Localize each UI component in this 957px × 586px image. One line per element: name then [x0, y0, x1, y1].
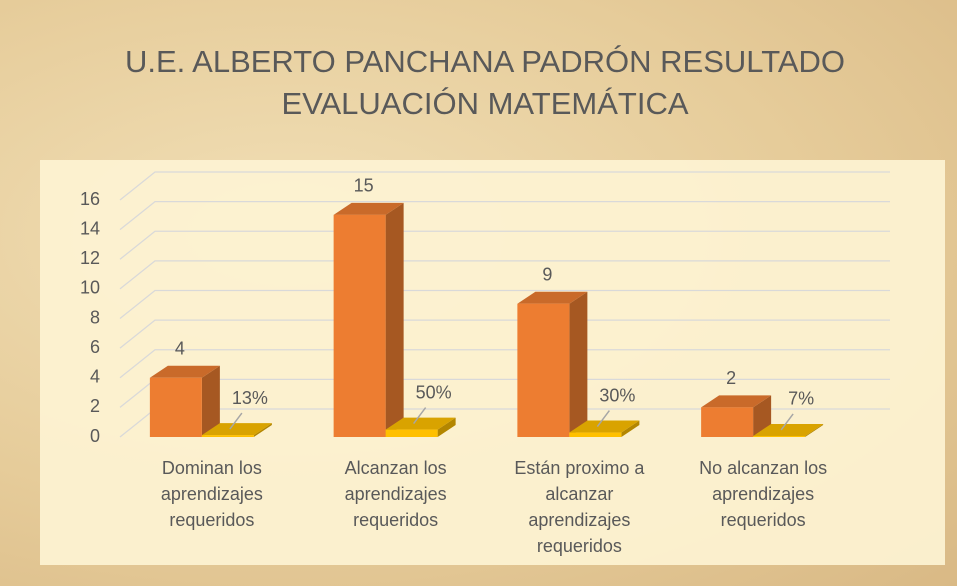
bar-side	[385, 202, 404, 437]
bar	[385, 417, 456, 437]
x-tick-label: Están proximo a alcanzar aprendizajes re…	[514, 458, 645, 556]
y-tick-label: 14	[80, 218, 100, 238]
plot-panel	[40, 160, 945, 565]
bar	[149, 365, 220, 437]
x-tick-label: No alcanzan los aprendizajes requeridos	[699, 458, 828, 530]
bar-top	[701, 395, 772, 408]
bar-front	[517, 303, 570, 437]
bar-side	[753, 395, 772, 437]
grid-line	[119, 200, 890, 231]
leader-line	[596, 410, 610, 428]
bar-top	[753, 423, 824, 436]
grid-line	[119, 260, 890, 290]
grid-line	[119, 319, 890, 349]
leader-line	[780, 413, 794, 431]
y-tick-label: 4	[90, 367, 100, 387]
bar	[569, 420, 640, 437]
data-label: 30%	[599, 385, 635, 405]
bar-side	[621, 420, 640, 437]
bar	[201, 423, 272, 437]
chart-title: U.E. ALBERTO PANCHANA PADRÓN RESULTADO	[125, 44, 845, 79]
bar-side	[201, 365, 220, 437]
x-tick-label: Dominan los aprendizajes requeridos	[160, 458, 263, 530]
bar-top	[201, 423, 272, 436]
bar-front	[701, 407, 754, 437]
bar	[333, 202, 404, 437]
y-tick-label: 6	[90, 337, 100, 357]
grid-line	[119, 171, 890, 201]
leader-line	[229, 412, 243, 430]
bar	[701, 395, 772, 437]
grid-line	[119, 289, 890, 320]
data-label: 4	[175, 339, 185, 359]
chart-subtitle: EVALUACIÓN MATEMÁTICA	[281, 86, 688, 121]
grid-line	[119, 349, 890, 379]
grid-line	[119, 230, 890, 260]
bar-top	[385, 417, 456, 430]
data-label: 9	[542, 264, 552, 284]
data-label: 50%	[416, 382, 452, 402]
bar-top	[333, 202, 404, 215]
bar-front	[569, 432, 622, 437]
data-label: 2	[726, 368, 736, 388]
bar-front	[201, 435, 254, 437]
y-tick-label: 0	[90, 426, 100, 446]
leader-line	[413, 407, 427, 425]
bar-front	[149, 377, 202, 437]
y-tick-label: 12	[80, 248, 100, 268]
bar-side	[437, 417, 456, 437]
bar-side	[805, 423, 824, 437]
y-tick-label: 8	[90, 307, 100, 327]
x-tick-label: Alcanzan los aprendizajes requeridos	[344, 458, 447, 530]
data-label: 13%	[232, 388, 268, 408]
bar-top	[517, 291, 588, 304]
bar	[517, 291, 588, 437]
data-label: 15	[354, 176, 374, 196]
y-tick-label: 16	[80, 189, 100, 209]
y-tick-label: 10	[80, 278, 100, 298]
bar-top	[569, 420, 640, 433]
bar-top	[149, 365, 220, 378]
bar-front	[385, 429, 438, 437]
bar-side	[569, 291, 588, 437]
bar	[753, 423, 824, 437]
data-label: 7%	[788, 389, 814, 409]
bar-front	[753, 435, 806, 437]
bar-front	[333, 214, 386, 437]
y-tick-label: 2	[90, 396, 100, 416]
bar-side	[253, 423, 272, 437]
